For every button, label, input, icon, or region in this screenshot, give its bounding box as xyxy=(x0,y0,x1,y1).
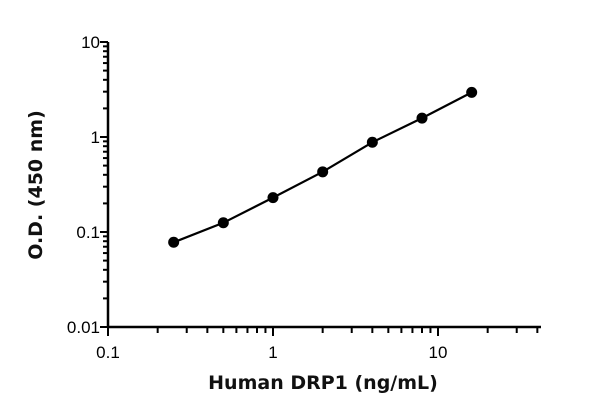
data-point xyxy=(168,236,180,248)
x-tick-label-0.1: 0.1 xyxy=(96,343,120,362)
y-axis-title: O.D. (450 nm) xyxy=(25,110,47,260)
y-tick-label-1: 1 xyxy=(91,128,100,147)
y-tick-label-0.01: 0.01 xyxy=(67,318,100,337)
y-tick-label-0.1: 0.1 xyxy=(76,223,100,242)
data-point xyxy=(416,112,428,124)
data-point xyxy=(267,192,279,204)
x-axis-title: Human DRP1 (ng/mL) xyxy=(208,372,438,394)
x-tick-label-10: 10 xyxy=(429,343,448,362)
x-tick-label-1: 1 xyxy=(268,343,277,362)
y-tick-label-10: 10 xyxy=(81,33,100,52)
data-point xyxy=(317,166,329,178)
data-point xyxy=(366,136,378,148)
data-point xyxy=(217,217,229,229)
x-axis-ticks xyxy=(107,327,539,336)
data-point xyxy=(466,86,478,98)
data-points xyxy=(168,86,478,248)
